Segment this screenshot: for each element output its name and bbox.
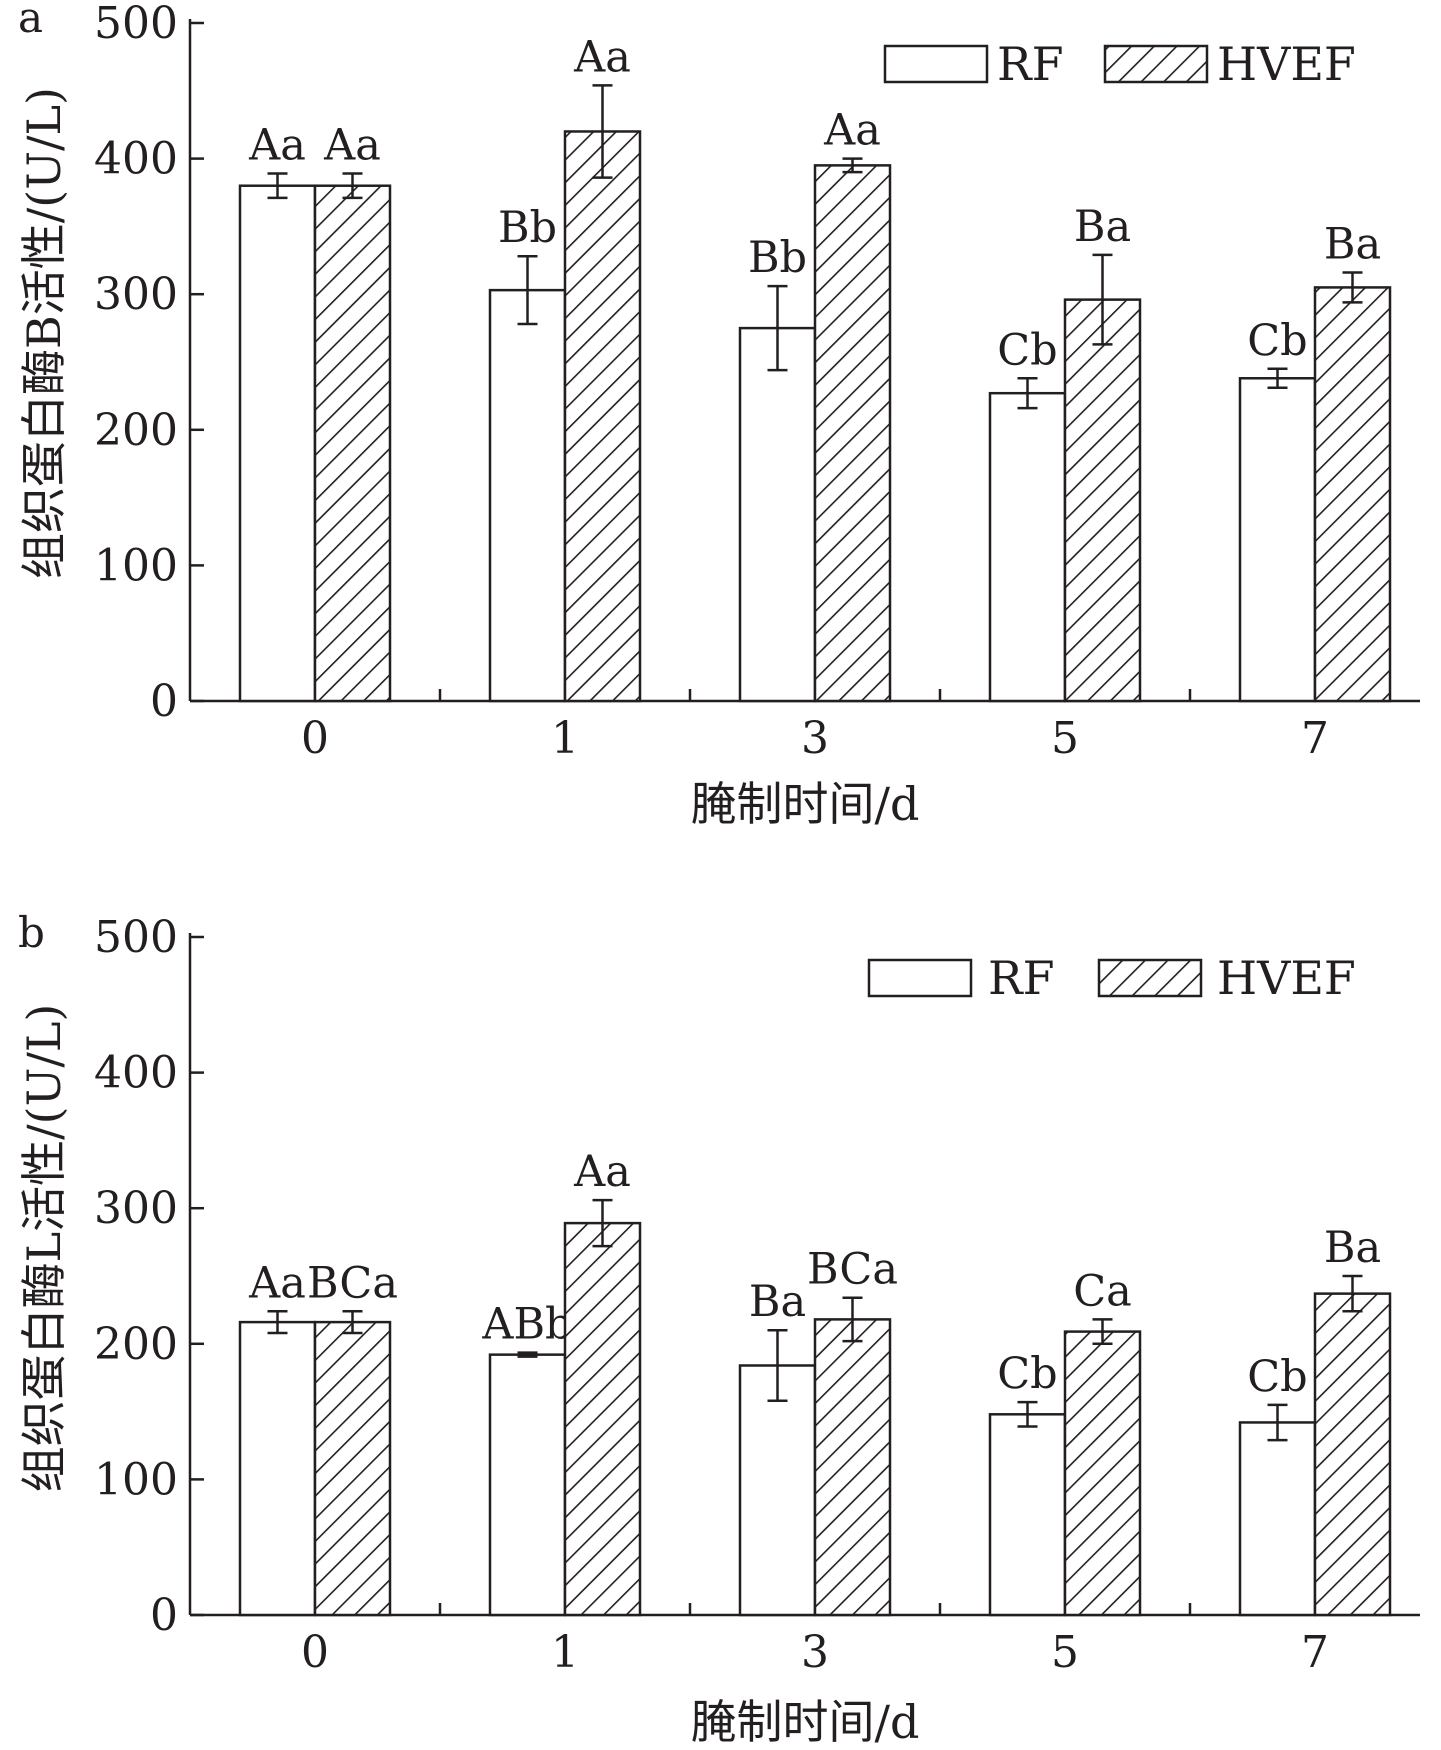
panel-letter: b (18, 908, 45, 957)
legend: RF HVEF (883, 37, 1356, 91)
plot-area: 0 100 200 300 400 500 0 1 3 5 7 Aa Bb Bb Cb Cb Aa Aa Aa Ba B… (94, 0, 1420, 764)
panel-letter: a (18, 0, 43, 42)
bar-rf (1238, 1421, 1317, 1617)
significance-label: Aa (248, 121, 306, 171)
significance-label: Aa (573, 32, 631, 82)
y-tick-label: 100 (94, 540, 178, 591)
legend-label-hvef: HVEF (1217, 951, 1356, 1005)
y-tick-label: 200 (94, 405, 178, 456)
bar-rf (238, 184, 317, 703)
y-tick-label: 500 (94, 0, 178, 49)
y-axis-title: 组织蛋白酶B活性/(U/L) (17, 87, 71, 579)
x-axis-title: 腌制时间/d (691, 777, 920, 831)
legend-swatch-hvef (1097, 958, 1203, 998)
significance-label: Aa (823, 106, 881, 156)
legend-swatch-rf (883, 44, 989, 84)
significance-label: Cb (997, 325, 1057, 375)
x-tick-label: 5 (1051, 1627, 1079, 1678)
y-tick-label: 0 (150, 676, 178, 727)
bar-hvef (1063, 298, 1142, 703)
y-tick-label: 100 (94, 1454, 178, 1505)
y-tick-label: 300 (94, 1183, 178, 1234)
x-tick-label: 3 (801, 1627, 829, 1678)
bar-hvef (1063, 1330, 1142, 1617)
x-tick-label: 1 (551, 713, 579, 764)
x-tick-label: 0 (301, 1627, 329, 1678)
bar-rf (738, 326, 817, 703)
y-tick-label: 500 (94, 912, 178, 963)
significance-label: Bb (498, 203, 557, 253)
x-tick-label: 7 (1301, 1627, 1329, 1678)
bar-rf (988, 391, 1067, 703)
significance-label: Aa (323, 121, 381, 171)
significance-label: BCa (307, 1258, 398, 1308)
legend-label-rf: RF (997, 37, 1064, 91)
x-tick-label: 7 (1301, 713, 1329, 764)
significance-label: Ba (1324, 220, 1381, 270)
x-axis-title: 腌制时间/d (691, 1695, 920, 1749)
significance-label: Ba (1074, 202, 1131, 252)
significance-label: Cb (1247, 1352, 1307, 1402)
significance-label: Bb (748, 233, 807, 283)
legend-swatch-rf (867, 958, 973, 998)
significance-label: ABb (481, 1300, 572, 1350)
legend-label-rf: RF (988, 951, 1055, 1005)
significance-label: Ba (1324, 1223, 1381, 1273)
legend: RF HVEF (867, 951, 1356, 1005)
y-tick-label: 300 (94, 269, 178, 320)
bar-hvef (813, 1318, 892, 1617)
bar-rf (488, 288, 567, 703)
y-axis-title: 组织蛋白酶L活性/(U/L) (17, 1004, 71, 1493)
panel-a: a 组织蛋白酶B活性/(U/L) 腌制时间/d 0100200300400500… (17, 0, 1420, 831)
significance-label: BCa (807, 1245, 898, 1295)
x-tick-label: 1 (551, 1627, 579, 1678)
y-tick-label: 400 (94, 1048, 178, 1099)
x-tick-label: 0 (301, 713, 329, 764)
y-tick-label: 0 (150, 1590, 178, 1641)
bar-rf (1238, 377, 1317, 703)
panel-b: b 组织蛋白酶L活性/(U/L) 腌制时间/d 0 100 200 300 400 500… (17, 908, 1420, 1749)
y-tick-label: 200 (94, 1319, 178, 1370)
bar-rf (488, 1353, 567, 1617)
bar-hvef (563, 130, 642, 703)
bar-rf (238, 1320, 317, 1617)
bar-hvef (563, 1221, 642, 1617)
significance-label: Cb (1247, 316, 1307, 366)
legend-label-hvef: HVEF (1217, 37, 1356, 91)
significance-label: Cb (997, 1349, 1057, 1399)
significance-label: Ba (749, 1277, 806, 1327)
bar-rf (988, 1413, 1067, 1617)
x-tick-label: 3 (801, 713, 829, 764)
bar-hvef (813, 164, 892, 703)
y-tick-label: 400 (94, 134, 178, 185)
bar-hvef (313, 184, 392, 703)
bar-hvef (313, 1320, 392, 1617)
bar-hvef (1313, 286, 1392, 703)
bar-rf (738, 1364, 817, 1617)
significance-label: Aa (573, 1147, 631, 1197)
significance-label: Ca (1073, 1266, 1132, 1316)
bar-hvef (1313, 1292, 1392, 1617)
significance-label: Aa (248, 1258, 306, 1308)
legend-swatch-hvef (1103, 44, 1209, 84)
x-tick-label: 5 (1051, 713, 1079, 764)
